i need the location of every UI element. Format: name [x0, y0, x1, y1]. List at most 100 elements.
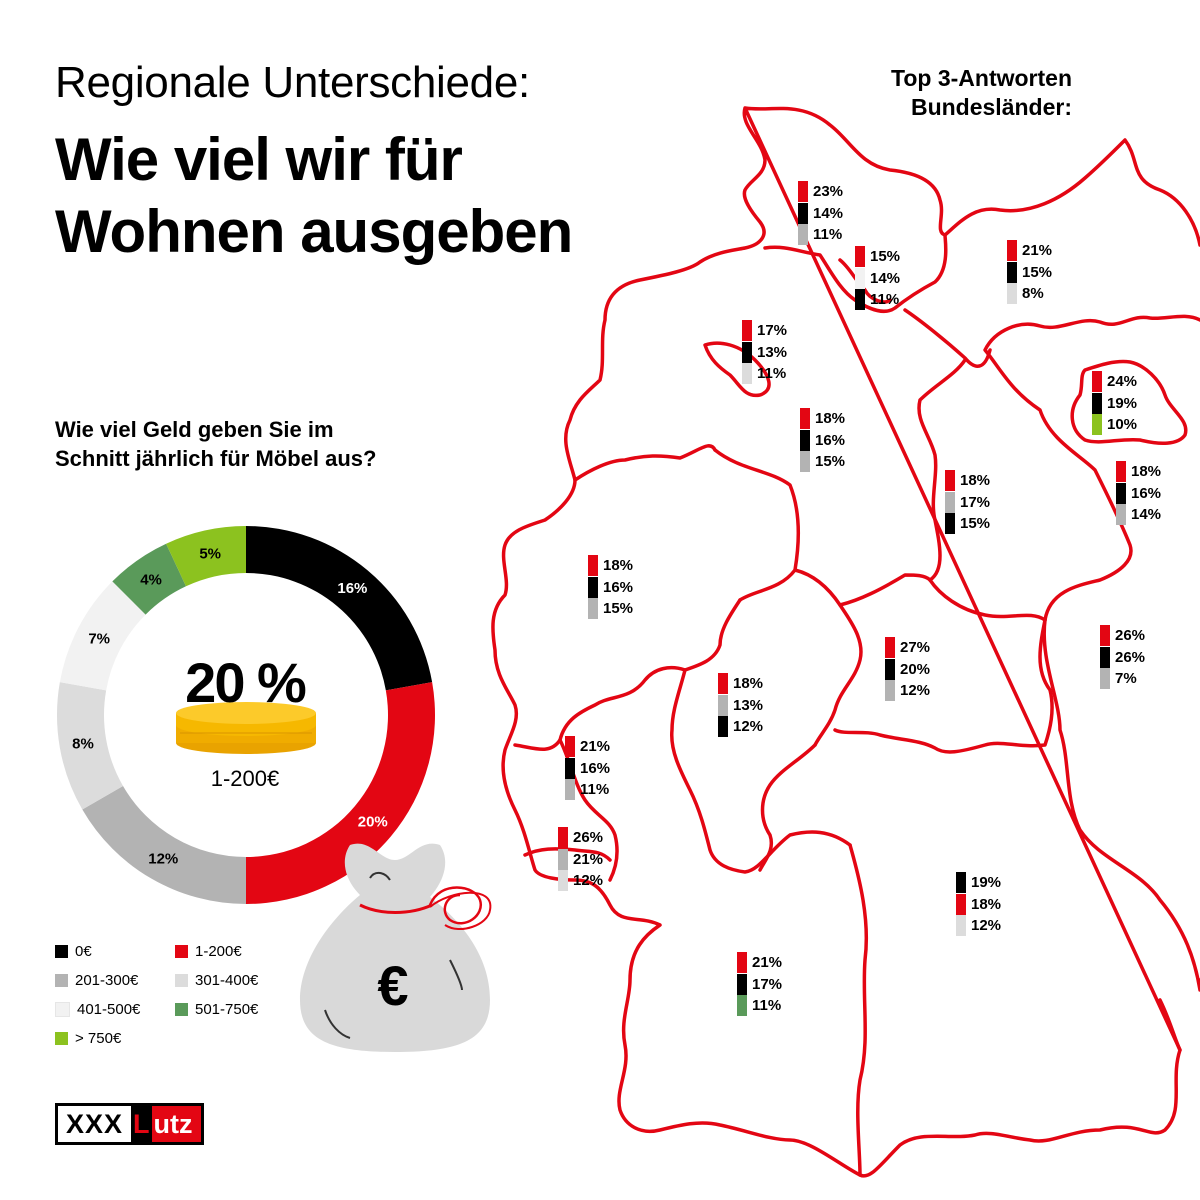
logo-lutz-initial: L	[131, 1106, 152, 1142]
region-stat-bar	[855, 246, 865, 267]
region-stat-row: 17%	[945, 491, 990, 513]
region-stat-bar	[558, 827, 568, 848]
region-stat-bar	[855, 289, 865, 310]
region-stat-bar	[800, 408, 810, 429]
donut-slice-5	[112, 543, 186, 615]
legend-label: 301-400€	[195, 972, 259, 989]
region-stat-bar	[737, 973, 747, 995]
legend-label: 1-200€	[195, 943, 242, 960]
legend-swatch	[175, 945, 188, 958]
region-stat-value: 15%	[960, 515, 991, 532]
region-stat-value: 18%	[971, 895, 1002, 913]
region-stat-row: 18%	[588, 555, 633, 576]
region-stat-value: 16%	[603, 578, 634, 596]
legend-label: 0€	[75, 943, 92, 960]
region-stat-value: 26%	[1115, 627, 1146, 644]
region-stat-row: 12%	[956, 915, 1001, 936]
region-stat-bar	[945, 513, 955, 534]
region-stat-bar	[800, 429, 810, 451]
legend-swatch	[55, 974, 68, 987]
region-stat-row: 24%	[1092, 371, 1137, 392]
donut-label-6: 5%	[199, 545, 221, 562]
legend-label: 401-500€	[77, 1001, 141, 1018]
region-stat-value: 21%	[752, 954, 783, 971]
region-stat-value: 7%	[1115, 670, 1137, 687]
region-stat-bar	[798, 224, 808, 245]
region-stat-row: 26%	[1100, 646, 1145, 668]
region-stat-bar	[1092, 392, 1102, 414]
region-stat-bar	[737, 952, 747, 973]
region-stat-bar	[885, 658, 895, 680]
region-stat-row: 11%	[742, 363, 786, 384]
region-stat-row: 16%	[1116, 482, 1161, 504]
region-stat-value: 21%	[573, 850, 604, 868]
legend-item: 0€	[55, 943, 92, 960]
region-stat-value: 18%	[603, 557, 634, 574]
region-stat-value: 11%	[752, 997, 782, 1014]
coin-stack-icon	[176, 702, 316, 754]
region-stat-bar	[588, 555, 598, 576]
region-stat-value: 18%	[815, 410, 846, 427]
legend-swatch	[55, 1032, 68, 1045]
page-title-line1: Wie viel wir für	[55, 126, 463, 193]
region-stat-row: 16%	[800, 429, 845, 451]
region-stat-bar	[1007, 261, 1017, 283]
donut-slice-6	[166, 526, 246, 587]
region-stat-bar	[956, 872, 966, 893]
donut-chart: 16% 20% 12% 8% 7% 4% 5% €	[56, 526, 492, 1052]
region-stat-value: 15%	[815, 453, 846, 470]
donut-label-4: 7%	[88, 631, 110, 648]
region-stat-value: 13%	[757, 343, 788, 361]
region-stat-row: 27%	[885, 637, 930, 658]
region-stat-bar	[885, 637, 895, 658]
donut-slice-1	[246, 682, 435, 904]
region-stat-value: 19%	[1107, 394, 1138, 412]
region-stat-row: 26%	[1100, 625, 1145, 646]
region-stat-value: 10%	[1107, 416, 1138, 433]
region-stat-value: 26%	[573, 829, 604, 846]
region-stat-bar	[742, 363, 752, 384]
region-stat-value: 23%	[813, 183, 844, 200]
region-stat-row: 16%	[565, 757, 610, 779]
region-stat-value: 15%	[603, 600, 634, 617]
region-stat-row: 18%	[718, 673, 763, 694]
region-stat-row: 16%	[588, 576, 634, 598]
region-stat-bar	[1092, 371, 1102, 392]
region-stat-row: 26%	[558, 827, 603, 848]
region-stat-row: 11%	[855, 289, 899, 310]
highlight-label: 1-200€	[210, 766, 280, 791]
region-stat-bar	[885, 680, 895, 701]
region-stat-row: 14%	[1116, 504, 1161, 525]
region-stat-row: 12%	[718, 716, 763, 737]
region-stat-row: 21%	[558, 848, 604, 870]
map-title-line1: Top 3-Antworten	[891, 65, 1072, 91]
region-stat-row: 8%	[1007, 283, 1044, 304]
region-stat-value: 14%	[813, 204, 844, 222]
region-stat-bar	[558, 870, 568, 891]
region-stat-row: 14%	[798, 202, 844, 224]
region-stat-value: 11%	[813, 226, 843, 243]
question-line2: Schnitt jährlich für Möbel aus?	[55, 446, 377, 471]
legend-label: 201-300€	[75, 972, 139, 989]
region-stat-value: 24%	[1107, 373, 1138, 390]
legend-swatch	[175, 974, 188, 987]
map-title: Top 3-Antworten Bundesländer:	[820, 64, 1072, 122]
region-stat-bar	[1100, 668, 1110, 689]
region-stat-bar	[718, 694, 728, 716]
donut-label-2: 12%	[148, 850, 178, 867]
region-stat-value: 20%	[900, 660, 931, 678]
region-stat-row: 19%	[1092, 392, 1138, 414]
legend-label: 501-750€	[195, 1001, 259, 1018]
region-stat-row: 18%	[800, 408, 845, 429]
legend-item: 301-400€	[175, 972, 258, 989]
logo-xxx: XXX	[58, 1106, 132, 1142]
region-stat-bar	[1116, 482, 1126, 504]
region-stat-value: 11%	[757, 365, 787, 382]
region-stat-row: 13%	[742, 341, 788, 363]
page-subtitle: Regionale Unterschiede:	[55, 58, 530, 107]
region-stat-value: 18%	[1131, 463, 1162, 480]
legend-item: 401-500€	[55, 1001, 140, 1018]
region-stat-row: 17%	[737, 973, 782, 995]
region-stat-bar	[855, 267, 865, 289]
region-stat-row: 11%	[798, 224, 842, 245]
